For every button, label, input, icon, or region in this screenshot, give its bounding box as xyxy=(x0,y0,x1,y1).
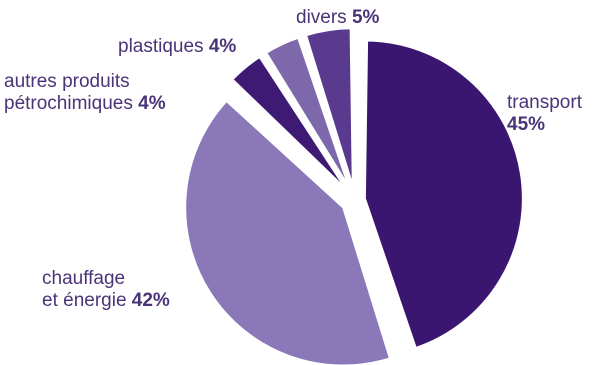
label-autres: autres produits pétrochimiques 4% xyxy=(4,71,166,115)
pie-slice-autres xyxy=(231,55,347,190)
label-plastiques-name: plastiques xyxy=(118,36,204,57)
label-autres-line1: autres produits xyxy=(4,71,130,92)
label-divers-name: divers xyxy=(296,7,347,28)
label-chauffage: chauffage et énergie 42% xyxy=(42,268,170,312)
label-autres-line2-wrap: pétrochimiques 4% xyxy=(4,93,166,115)
label-transport-value: 45% xyxy=(507,114,546,135)
label-chauffage-line2-wrap: et énergie 42% xyxy=(42,290,170,312)
pie-slice-plastiques xyxy=(264,36,350,188)
label-plastiques-value: 4% xyxy=(208,36,237,57)
label-transport-name: transport xyxy=(507,92,582,113)
label-transport: transport 45% xyxy=(507,92,582,136)
label-divers-value: 5% xyxy=(351,7,380,28)
pie-slice-divers xyxy=(304,27,354,187)
label-autres-value: 4% xyxy=(138,93,166,114)
label-chauffage-line2: et énergie xyxy=(42,290,127,311)
pie-slice-transport xyxy=(363,39,524,350)
label-chauffage-value: 42% xyxy=(131,290,170,311)
label-chauffage-line1: chauffage xyxy=(42,268,126,289)
pie-slice-chauffage xyxy=(184,99,392,365)
label-divers: divers 5% xyxy=(296,7,379,29)
label-plastiques: plastiques 4% xyxy=(118,36,236,58)
label-autres-line2: pétrochimiques xyxy=(4,93,133,114)
